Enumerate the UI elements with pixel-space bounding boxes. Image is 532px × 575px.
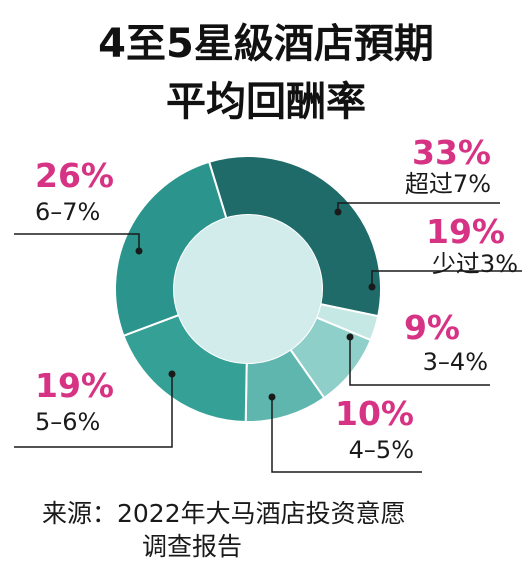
data-label-percent: 33% (412, 133, 491, 172)
data-label-percent: 10% (335, 394, 414, 433)
data-label-category: 少过3% (432, 250, 518, 278)
callout-dot-3 (268, 393, 276, 401)
chart-title-line2: 平均回酬率 (166, 79, 366, 125)
data-label-category: 3–4% (423, 348, 488, 376)
callout-line-4 (14, 374, 173, 448)
callout-line-1 (371, 270, 522, 287)
chart-title-line1: 4至5星級酒店預期 (98, 21, 434, 67)
data-label-percent: 19% (426, 212, 505, 251)
data-label-category: 5–6% (35, 408, 100, 436)
data-label-category: 超过7% (405, 170, 491, 198)
data-label-category: 4–5% (349, 436, 414, 464)
donut-hole (174, 215, 322, 363)
source-line2: 调查报告 (142, 532, 243, 561)
source-line1: 来源：2022年大马酒店投资意愿 (42, 499, 406, 528)
callout-line-0 (337, 202, 500, 212)
data-label-percent: 19% (35, 366, 114, 405)
callout-dot-5 (135, 247, 143, 255)
callout-line-2 (349, 337, 490, 386)
callout-dot-4 (168, 370, 176, 378)
callout-dot-1 (368, 283, 376, 291)
data-label-percent: 9% (404, 308, 460, 347)
callout-line-3 (271, 397, 422, 473)
source-note: 来源：2022年大马酒店投资意愿 调查报告 (42, 497, 522, 563)
data-label-percent: 26% (35, 156, 114, 195)
callout-dot-0 (334, 208, 342, 216)
data-label-category: 6–7% (35, 198, 100, 226)
callout-line-5 (14, 233, 140, 251)
callout-dot-2 (346, 333, 354, 341)
